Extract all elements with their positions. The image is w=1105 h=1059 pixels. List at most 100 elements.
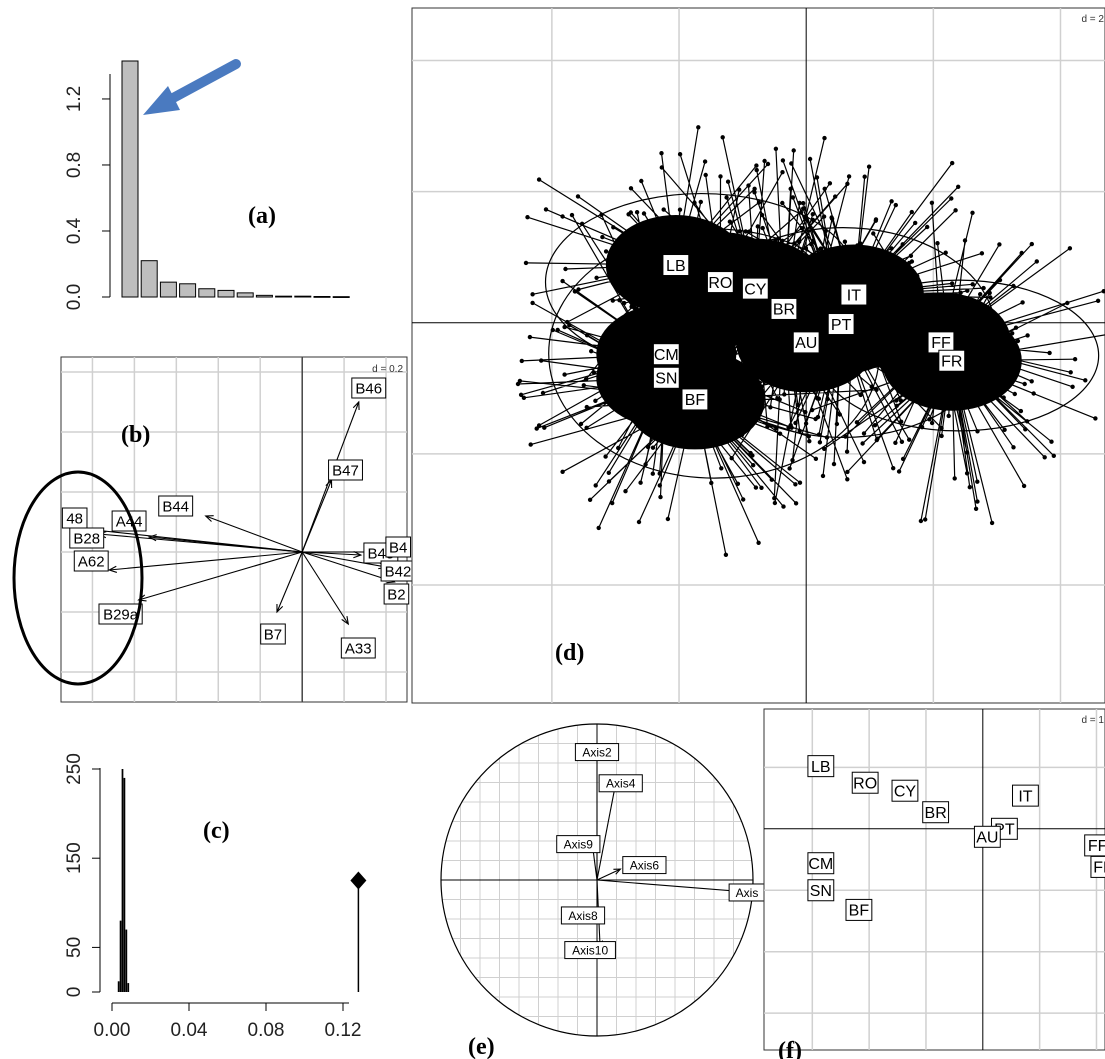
- panel-d-label-bf-box: [681, 388, 709, 411]
- panel-a-eigenvalue-barplot: 0.0 0.4 0.8 1.2 (a): [64, 59, 350, 310]
- panel-c-ticks: 0.00 0.04 0.08 0.12 0 50 150 250: [64, 753, 361, 1041]
- panel-e-label-axis4-text: Axis4: [606, 777, 636, 791]
- panel-c-xtick-label: 0.04: [171, 1020, 208, 1041]
- panel-f-label-lb: LB: [807, 755, 835, 778]
- panel-d-label-au: AU: [792, 331, 820, 354]
- panel-e-label-axis2: Axis2: [574, 743, 620, 762]
- panel-b-label-b46-text: B46: [355, 380, 382, 397]
- panel-b-label-a62-box: [73, 550, 109, 572]
- panel-b-label-b2-text: B2: [387, 586, 405, 603]
- panel-d-ellipse: [689, 227, 997, 439]
- panel-d-label-br: BR: [770, 297, 798, 320]
- panel-b-vector-b44: [204, 515, 303, 553]
- panel-b-label-b44: B44: [158, 495, 194, 517]
- panel-f-label: (f): [778, 1038, 802, 1059]
- panel-b-label-48-box: [61, 507, 88, 529]
- panel-d-label-cy: CY: [741, 277, 769, 300]
- panel-b-grid: [61, 357, 407, 702]
- panel-b-label-a33-box: [340, 637, 376, 659]
- panel-a-bar: [198, 288, 216, 298]
- panel-d-label-bf: BF: [681, 388, 709, 411]
- panel-b-label-b4-text: B4: [389, 539, 407, 556]
- panel-c-hist-bar: [117, 981, 120, 992]
- panel-d-label-lb: LB: [662, 254, 690, 277]
- panel-f-label-it: IT: [1012, 784, 1039, 807]
- panel-c-xtick-label: 0.12: [325, 1020, 362, 1041]
- panel-f-label-ro-text: RO: [853, 775, 877, 792]
- panel-f-label-bf-box: [845, 898, 873, 921]
- panel-f-label-bf: BF: [845, 898, 873, 921]
- panel-b-label-a44: A44: [111, 510, 147, 532]
- panel-a-bar: [140, 260, 158, 298]
- panel-f-label-lb-box: [807, 755, 835, 778]
- panel-f-label-cm-text: CM: [808, 856, 833, 873]
- panel-d-label-sn-text: SN: [655, 371, 677, 388]
- panel-d-label-fr-box: [938, 349, 966, 372]
- panel-a-bar: [255, 294, 273, 298]
- panel-f-label-fr-box: [1090, 855, 1105, 878]
- panel-c-ytick-label: 250: [64, 753, 85, 785]
- panel-f-label-ff-box: [1084, 834, 1105, 857]
- panel-f-label-fr: FR: [1090, 855, 1105, 878]
- panel-e-label-axis6-text: Axis6: [630, 858, 660, 872]
- panel-e-label-axis6: Axis6: [622, 856, 667, 875]
- panel-e-vectors: Axis2 Axis4 Axis9 Axis6 Axis Axis8 Axis10: [556, 743, 766, 960]
- panel-e-label-axis8-text: Axis8: [568, 909, 598, 923]
- panel-f-label-it-text: IT: [1018, 788, 1032, 805]
- panel-f-label-lb-text: LB: [811, 759, 831, 776]
- panel-c-ytick-label: 150: [64, 842, 85, 874]
- panel-b-label-b44-text: B44: [162, 498, 189, 515]
- panel-d-label-fr-text: FR: [941, 354, 962, 371]
- panel-d-label-cm-box: [652, 343, 680, 366]
- panel-a-y-ticks: 0.0 0.4 0.8 1.2: [64, 86, 110, 310]
- panel-e-label: (e): [468, 1034, 495, 1059]
- panel-b-label-b7-text: B7: [264, 626, 282, 643]
- panel-b-label-b29a: B29a: [98, 603, 143, 625]
- panel-c-observed-value: [350, 871, 367, 992]
- panel-e-label-axis8-box: [560, 906, 606, 925]
- panel-c-hist-bar: [125, 929, 128, 992]
- panel-d-label-fr: FR: [938, 349, 966, 372]
- panel-d-group-ellipses: [544, 192, 1100, 479]
- panel-d-label-br-text: BR: [773, 302, 795, 319]
- panel-d-label-au-box: [792, 331, 820, 354]
- panel-b-label-b42-text: B42: [385, 563, 412, 580]
- panel-e-label-axis2-text: Axis2: [582, 745, 612, 759]
- panel-e-label-axis9-box: [556, 835, 601, 854]
- panel-f-label-it-box: [1012, 784, 1039, 807]
- panel-d-label-it-text: IT: [847, 287, 861, 304]
- panel-d-label-cm: CM: [652, 343, 680, 366]
- panel-e-label-axis8: Axis8: [560, 906, 606, 925]
- panel-d-label-pt-text: PT: [831, 317, 852, 334]
- panel-e-label-axis10-box: [564, 941, 616, 960]
- panel-e-label-axis6-box: [622, 856, 667, 875]
- panel-b-label-b7: B7: [260, 623, 286, 645]
- panel-e-label-axis4: Axis4: [598, 774, 643, 793]
- panel-f-label-br: BR: [922, 801, 950, 824]
- panel-b-label-a44-text: A44: [116, 513, 143, 530]
- panel-a-bars: [121, 60, 350, 298]
- panel-e-label-axis9: Axis9: [556, 835, 601, 854]
- panel-d-individual-scores: LB RO CY BR IT PT AU FF FR CM SN BF d = 2 (d): [411, 7, 1105, 704]
- panel-a-ytick-label: 0.4: [64, 217, 85, 244]
- panel-b-label-b47-box: [328, 459, 363, 481]
- panel-c-hist-bar: [123, 777, 126, 992]
- panel-a-bar: [159, 281, 177, 298]
- panel-c-xtick-label: 0.00: [94, 1020, 131, 1041]
- panel-b-vector-b29a: [137, 551, 303, 602]
- panel-d-label-it-box: [840, 283, 868, 306]
- panel-b-label-b28-text: B28: [73, 530, 100, 547]
- panel-a-ytick-label: 0.0: [64, 284, 85, 310]
- panel-d-label-pt-box: [827, 313, 855, 336]
- panel-b-label-48-text: 48: [66, 510, 83, 527]
- panel-e-label-axis4-box: [598, 774, 643, 793]
- panel-d-label-bf-text: BF: [685, 392, 706, 409]
- panel-f-label-ro: RO: [851, 771, 879, 794]
- panel-b-vector-b7: [276, 551, 303, 614]
- panel-a-bar: [313, 296, 331, 298]
- panel-d-label-cy-text: CY: [744, 281, 767, 298]
- panel-b-label-b42: B42: [380, 560, 416, 582]
- panel-f-label-bf-text: BF: [849, 903, 870, 920]
